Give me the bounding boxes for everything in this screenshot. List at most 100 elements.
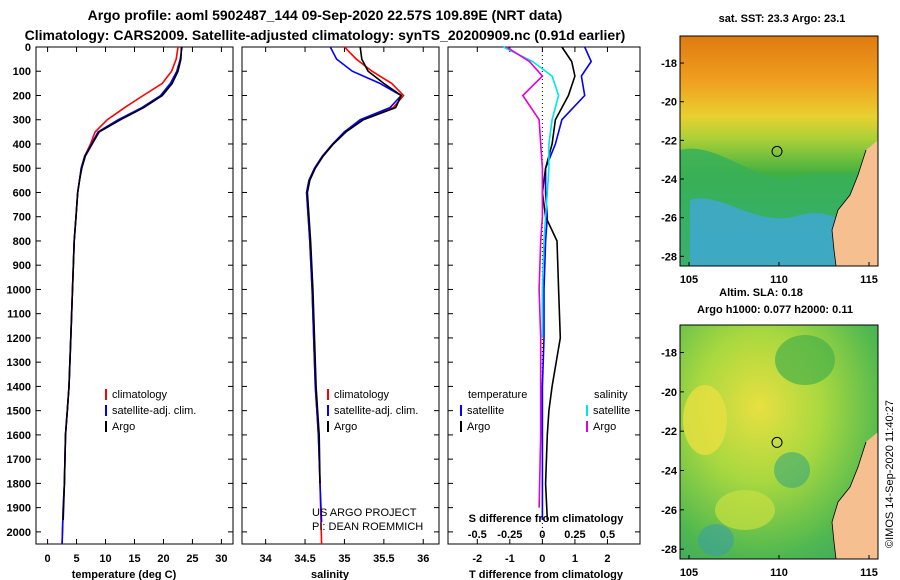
x2-tick-label: -0.25 xyxy=(497,529,522,541)
depth-tick-label: 1300 xyxy=(7,357,31,369)
legend-label: Argo xyxy=(112,421,135,433)
depth-tick-label: 600 xyxy=(13,187,31,199)
depth-tick-label: 400 xyxy=(13,139,31,151)
legend-label: climatology xyxy=(112,389,168,401)
x-tick-label: 1 xyxy=(572,553,578,565)
map-y-tick-label: -20 xyxy=(661,97,677,109)
x-tick-label: 5 xyxy=(73,553,79,565)
map-y-tick-label: -18 xyxy=(661,58,677,70)
legend-label: satellite-adj. clim. xyxy=(334,405,418,417)
sla-map-axes: 105 110 115 -18 -20 -22 -24 -26 -28 xyxy=(661,348,878,579)
map-y-tick-label: -26 xyxy=(661,213,677,225)
sla-float-marker xyxy=(771,436,783,448)
series-line-argo xyxy=(306,46,403,484)
map-y-tick-label: -28 xyxy=(661,251,677,263)
map-y-tick-label: -18 xyxy=(661,348,677,360)
x-tick-label: 35 xyxy=(338,553,350,565)
x-tick-label: 34 xyxy=(260,553,273,565)
title-line-1: Argo profile: aoml 5902487_144 09-Sep-20… xyxy=(88,7,563,23)
depth-tick-label: 1500 xyxy=(7,406,31,418)
salinity-plot: 34 34.5 35 35.5 36 xyxy=(242,46,439,565)
depth-tick-label: 1900 xyxy=(7,503,31,515)
x-tick-label: 30 xyxy=(215,553,227,565)
map-x-tick-label: 110 xyxy=(770,567,788,579)
depth-tick-label: 100 xyxy=(13,66,31,78)
credit-imos: ©IMOS 14-Sep-2020 11:40:27 xyxy=(884,400,896,548)
x2-tick-label: 0.5 xyxy=(600,529,615,541)
x-tick-label: -2 xyxy=(472,553,482,565)
temperature-panel xyxy=(35,46,234,545)
x-tick-label: -1 xyxy=(505,553,515,565)
series-line-t-argo xyxy=(541,46,576,520)
salinity-legend: climatology satellite-adj. clim. Argo xyxy=(327,389,418,433)
map-x-tick-label: 115 xyxy=(860,567,878,579)
depth-tick-label: 300 xyxy=(13,115,31,127)
sla-map xyxy=(679,324,879,560)
sst-land xyxy=(832,140,878,266)
x2-tick-label: -0.5 xyxy=(468,529,487,541)
sst-float-marker xyxy=(771,145,783,157)
x-tick-label: 34.5 xyxy=(294,553,315,565)
series-line-climatology xyxy=(305,46,405,545)
depth-tick-label: 1400 xyxy=(7,381,31,393)
map-y-tick-label: -22 xyxy=(661,426,677,438)
temperature-plot: 0 5 10 15 20 25 30 xyxy=(36,46,233,565)
legend-label: satellite xyxy=(593,405,630,417)
legend-title-temperature: temperature xyxy=(468,389,527,401)
depth-tick-label: 900 xyxy=(13,260,31,272)
series-line-s-argo xyxy=(506,46,544,508)
map-y-tick-label: -22 xyxy=(661,135,677,147)
depth-tick-label: 2000 xyxy=(7,527,31,539)
map-x-tick-label: 105 xyxy=(680,567,698,579)
temperature-legend: climatology satellite-adj. clim. Argo xyxy=(105,389,196,433)
series-line-satellite-adj-clim- xyxy=(305,46,403,523)
depth-tick-label: 700 xyxy=(13,212,31,224)
x-tick-label: 2 xyxy=(604,553,610,565)
salinity-xlabel: salinity xyxy=(311,569,350,580)
temperature-xlabel: temperature (deg C) xyxy=(72,569,177,580)
x-tick-label: 36 xyxy=(417,553,429,565)
depth-tick-label: 1800 xyxy=(7,478,31,490)
t-difference-xlabel: T difference from climatology xyxy=(469,569,624,580)
map-y-tick-label: -24 xyxy=(661,466,678,478)
map-x-tick-label: 110 xyxy=(770,274,788,286)
map-y-tick-label: -24 xyxy=(661,174,678,186)
x2-tick-label: 0.25 xyxy=(564,529,585,541)
map-y-tick-label: -20 xyxy=(661,387,677,399)
series-line-s-satellite xyxy=(502,46,560,338)
series-line-climatology xyxy=(61,46,179,545)
depth-axis: 0 100 200 300 400 500 600 700 800 900 1000 1100 1200… xyxy=(7,42,31,539)
legend-label: climatology xyxy=(334,389,390,401)
legend-label: Argo xyxy=(467,421,490,433)
legend-title-salinity: salinity xyxy=(594,389,628,401)
s-difference-xlabel: S difference from climatology xyxy=(469,513,625,525)
x-tick-label: 0 xyxy=(539,553,545,565)
x-tick-label: 0 xyxy=(45,553,51,565)
map-y-tick-label: -28 xyxy=(661,544,677,556)
legend-label: Argo xyxy=(593,421,616,433)
legend-label: satellite-adj. clim. xyxy=(112,405,196,417)
legend-label: satellite xyxy=(467,405,504,417)
sst-map-title: sat. SST: 23.3 Argo: 23.1 xyxy=(719,13,846,25)
x-tick-label: 20 xyxy=(157,553,169,565)
depth-tick-label: 500 xyxy=(13,163,31,175)
x-tick-label: 15 xyxy=(128,553,140,565)
map-x-tick-label: 115 xyxy=(860,274,878,286)
sst-map xyxy=(679,35,879,267)
x-tick-label: 25 xyxy=(186,553,198,565)
sla-map-title: Altim. SLA: 0.18 xyxy=(719,287,803,299)
credit-project: US ARGO PROJECT xyxy=(312,507,417,519)
salinity-panel xyxy=(241,46,440,545)
depth-tick-label: 1700 xyxy=(7,454,31,466)
series-line-t-satellite xyxy=(541,46,593,520)
series-line-argo xyxy=(62,46,183,520)
sla-land xyxy=(832,432,878,559)
legend-label: Argo xyxy=(334,421,357,433)
x-tick-label: 35.5 xyxy=(373,553,394,565)
map-x-tick-label: 105 xyxy=(680,274,698,286)
x-tick-label: 10 xyxy=(99,553,111,565)
depth-tick-label: 200 xyxy=(13,90,31,102)
difference-legend: temperature satellite Argo salinity sate… xyxy=(460,389,630,433)
